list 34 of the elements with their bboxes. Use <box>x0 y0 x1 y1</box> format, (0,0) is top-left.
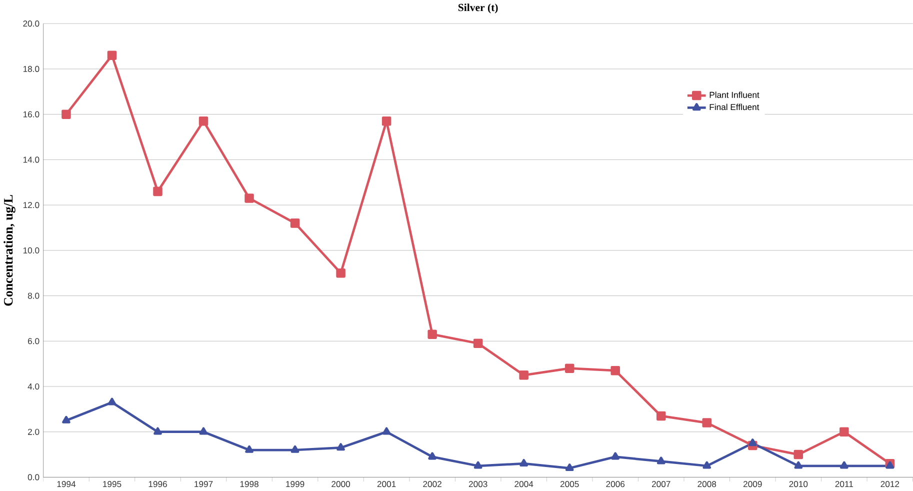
y-tick-label: 10.0 <box>23 248 40 254</box>
x-tick-label: 1995 <box>103 481 122 488</box>
y-tick-label: 2.0 <box>28 428 40 436</box>
y-tick-label: 6.0 <box>28 338 40 344</box>
x-tick-label: 1998 <box>240 481 258 488</box>
x-tick-label: 1994 <box>57 481 76 488</box>
y-tick-label: 20.0 <box>23 20 40 27</box>
x-tick-label: 2003 <box>468 481 488 488</box>
x-tick-label: 2011 <box>835 481 853 488</box>
x-tick-label: 2005 <box>560 481 579 488</box>
y-tick-label: 14.0 <box>23 156 40 163</box>
x-tick-label: 1997 <box>194 481 213 488</box>
x-tick-label: 2010 <box>789 481 808 488</box>
x-tick-label: 2004 <box>514 481 534 488</box>
x-tick-label: 1999 <box>286 481 304 488</box>
x-tick-label: 2000 <box>332 481 350 488</box>
y-tick-label: 16.0 <box>23 111 40 118</box>
x-tick-label: 2006 <box>606 481 625 488</box>
x-tick-label: 2007 <box>652 481 670 488</box>
x-tick-label: 2012 <box>880 481 900 488</box>
x-tick-label: 1996 <box>148 481 167 488</box>
x-tick-label: 2009 <box>743 481 762 488</box>
x-tick-label: 2008 <box>698 481 716 488</box>
legend-label: Final Effluent <box>710 104 760 110</box>
y-tick-label: 4.0 <box>28 384 40 390</box>
y-tick-label: 8.0 <box>28 292 40 299</box>
y-axis-title: Concentration, ug/L <box>4 195 16 306</box>
y-tick-label: 0.0 <box>28 474 40 480</box>
chart-title: Silver (t) <box>458 4 498 14</box>
x-tick-label: 2001 <box>377 481 396 488</box>
y-tick-label: 18.0 <box>23 66 40 72</box>
legend-label: Plant Influent <box>710 92 760 98</box>
x-tick-label: 2002 <box>423 481 442 488</box>
y-tick-label: 12.0 <box>23 202 40 208</box>
